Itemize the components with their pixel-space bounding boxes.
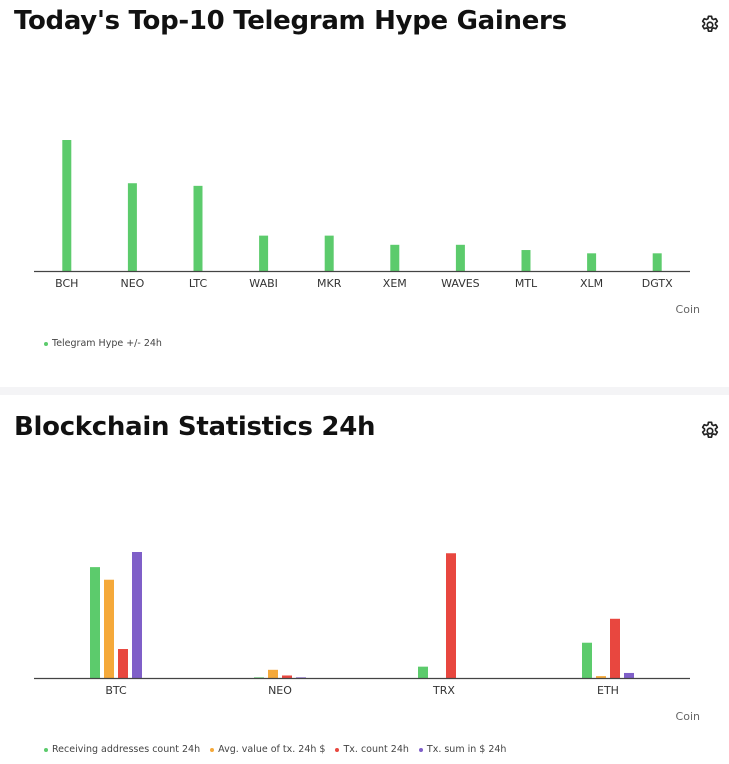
x-tick-label: LTC: [189, 277, 208, 290]
x-axis-title: Coin: [676, 710, 700, 723]
legend-marker: [210, 747, 215, 752]
bar-btc-s2: [118, 649, 128, 678]
x-tick-label: BTC: [105, 684, 127, 697]
bar-neo-s1: [268, 669, 278, 678]
legend-item[interactable]: Tx. count 24h: [335, 744, 409, 755]
legend-label: Avg. value of tx. 24h $: [218, 744, 326, 755]
chart-legend: Telegram Hype +/- 24h: [44, 338, 162, 349]
bar-wabi-s0: [259, 235, 269, 271]
x-tick-label: MTL: [515, 277, 538, 290]
chart-legend: Receiving addresses count 24h Avg. value …: [44, 744, 506, 755]
panel-divider: [0, 387, 729, 395]
legend-marker: [44, 747, 48, 752]
blockchain-stats-panel: Blockchain Statistics 24h BTC NEO TRX ETH Co…: [0, 395, 729, 764]
legend-marker: [44, 341, 48, 346]
bar-btc-s0: [90, 567, 100, 678]
chart-title: Today's Top-10 Telegram Hype Gainers: [14, 6, 567, 36]
x-tick-label: NEO: [268, 684, 292, 697]
bar-neo-s0: [127, 183, 137, 271]
bar-eth-s2: [610, 618, 620, 678]
legend-item[interactable]: Tx. sum in $ 24h: [418, 744, 507, 755]
bar-dgtx-s0: [652, 253, 662, 271]
legend-label: Tx. count 24h: [343, 744, 409, 755]
legend-marker: [335, 747, 340, 752]
legend-label: Tx. sum in $ 24h: [426, 744, 507, 755]
bar-neo-s3: [296, 677, 306, 678]
bar-neo-s2: [282, 675, 292, 678]
bar-xem-s0: [390, 244, 400, 271]
gear-icon[interactable]: [699, 420, 721, 442]
x-axis-title: Coin: [676, 303, 700, 316]
x-tick-label: MKR: [317, 277, 342, 290]
gear-icon[interactable]: [699, 14, 721, 36]
x-tick-label: NEO: [120, 277, 144, 290]
legend-item[interactable]: Receiving addresses count 24h: [44, 744, 200, 755]
bar-mtl-s0: [521, 250, 531, 271]
legend-item[interactable]: Avg. value of tx. 24h $: [210, 744, 325, 755]
bar-trx-s2: [446, 553, 456, 678]
bar-trx-s0: [418, 666, 428, 678]
bar-mkr-s0: [324, 235, 334, 271]
x-tick-label: DGTX: [642, 277, 673, 290]
legend-item[interactable]: Telegram Hype +/- 24h: [44, 338, 162, 349]
telegram-hype-panel: Today's Top-10 Telegram Hype Gainers BCH…: [14, 6, 721, 349]
bar-btc-s3: [132, 552, 142, 678]
blockchain-stats-chart: BTC NEO TRX ETH Coin: [34, 552, 700, 723]
bar-eth-s3: [624, 672, 634, 678]
bar-bch-s0: [62, 140, 72, 271]
x-tick-label: XLM: [580, 277, 603, 290]
bar-eth-s1: [596, 676, 606, 678]
bar-xlm-s0: [587, 253, 597, 271]
chart-title: Blockchain Statistics 24h: [14, 412, 376, 442]
x-tick-label: BCH: [55, 277, 78, 290]
x-tick-label: WABI: [249, 277, 278, 290]
bar-btc-s1: [104, 579, 114, 678]
x-tick-label: TRX: [432, 684, 455, 697]
x-tick-label: WAVES: [441, 277, 480, 290]
legend-label: Receiving addresses count 24h: [52, 744, 201, 755]
bar-ltc-s0: [193, 185, 203, 271]
x-tick-label: XEM: [383, 277, 407, 290]
legend-label: Telegram Hype +/- 24h: [52, 338, 162, 349]
legend-marker: [418, 747, 423, 752]
x-tick-label: ETH: [597, 684, 619, 697]
bar-neo-s0: [254, 677, 264, 678]
bar-waves-s0: [455, 244, 465, 271]
bar-eth-s0: [582, 642, 592, 678]
